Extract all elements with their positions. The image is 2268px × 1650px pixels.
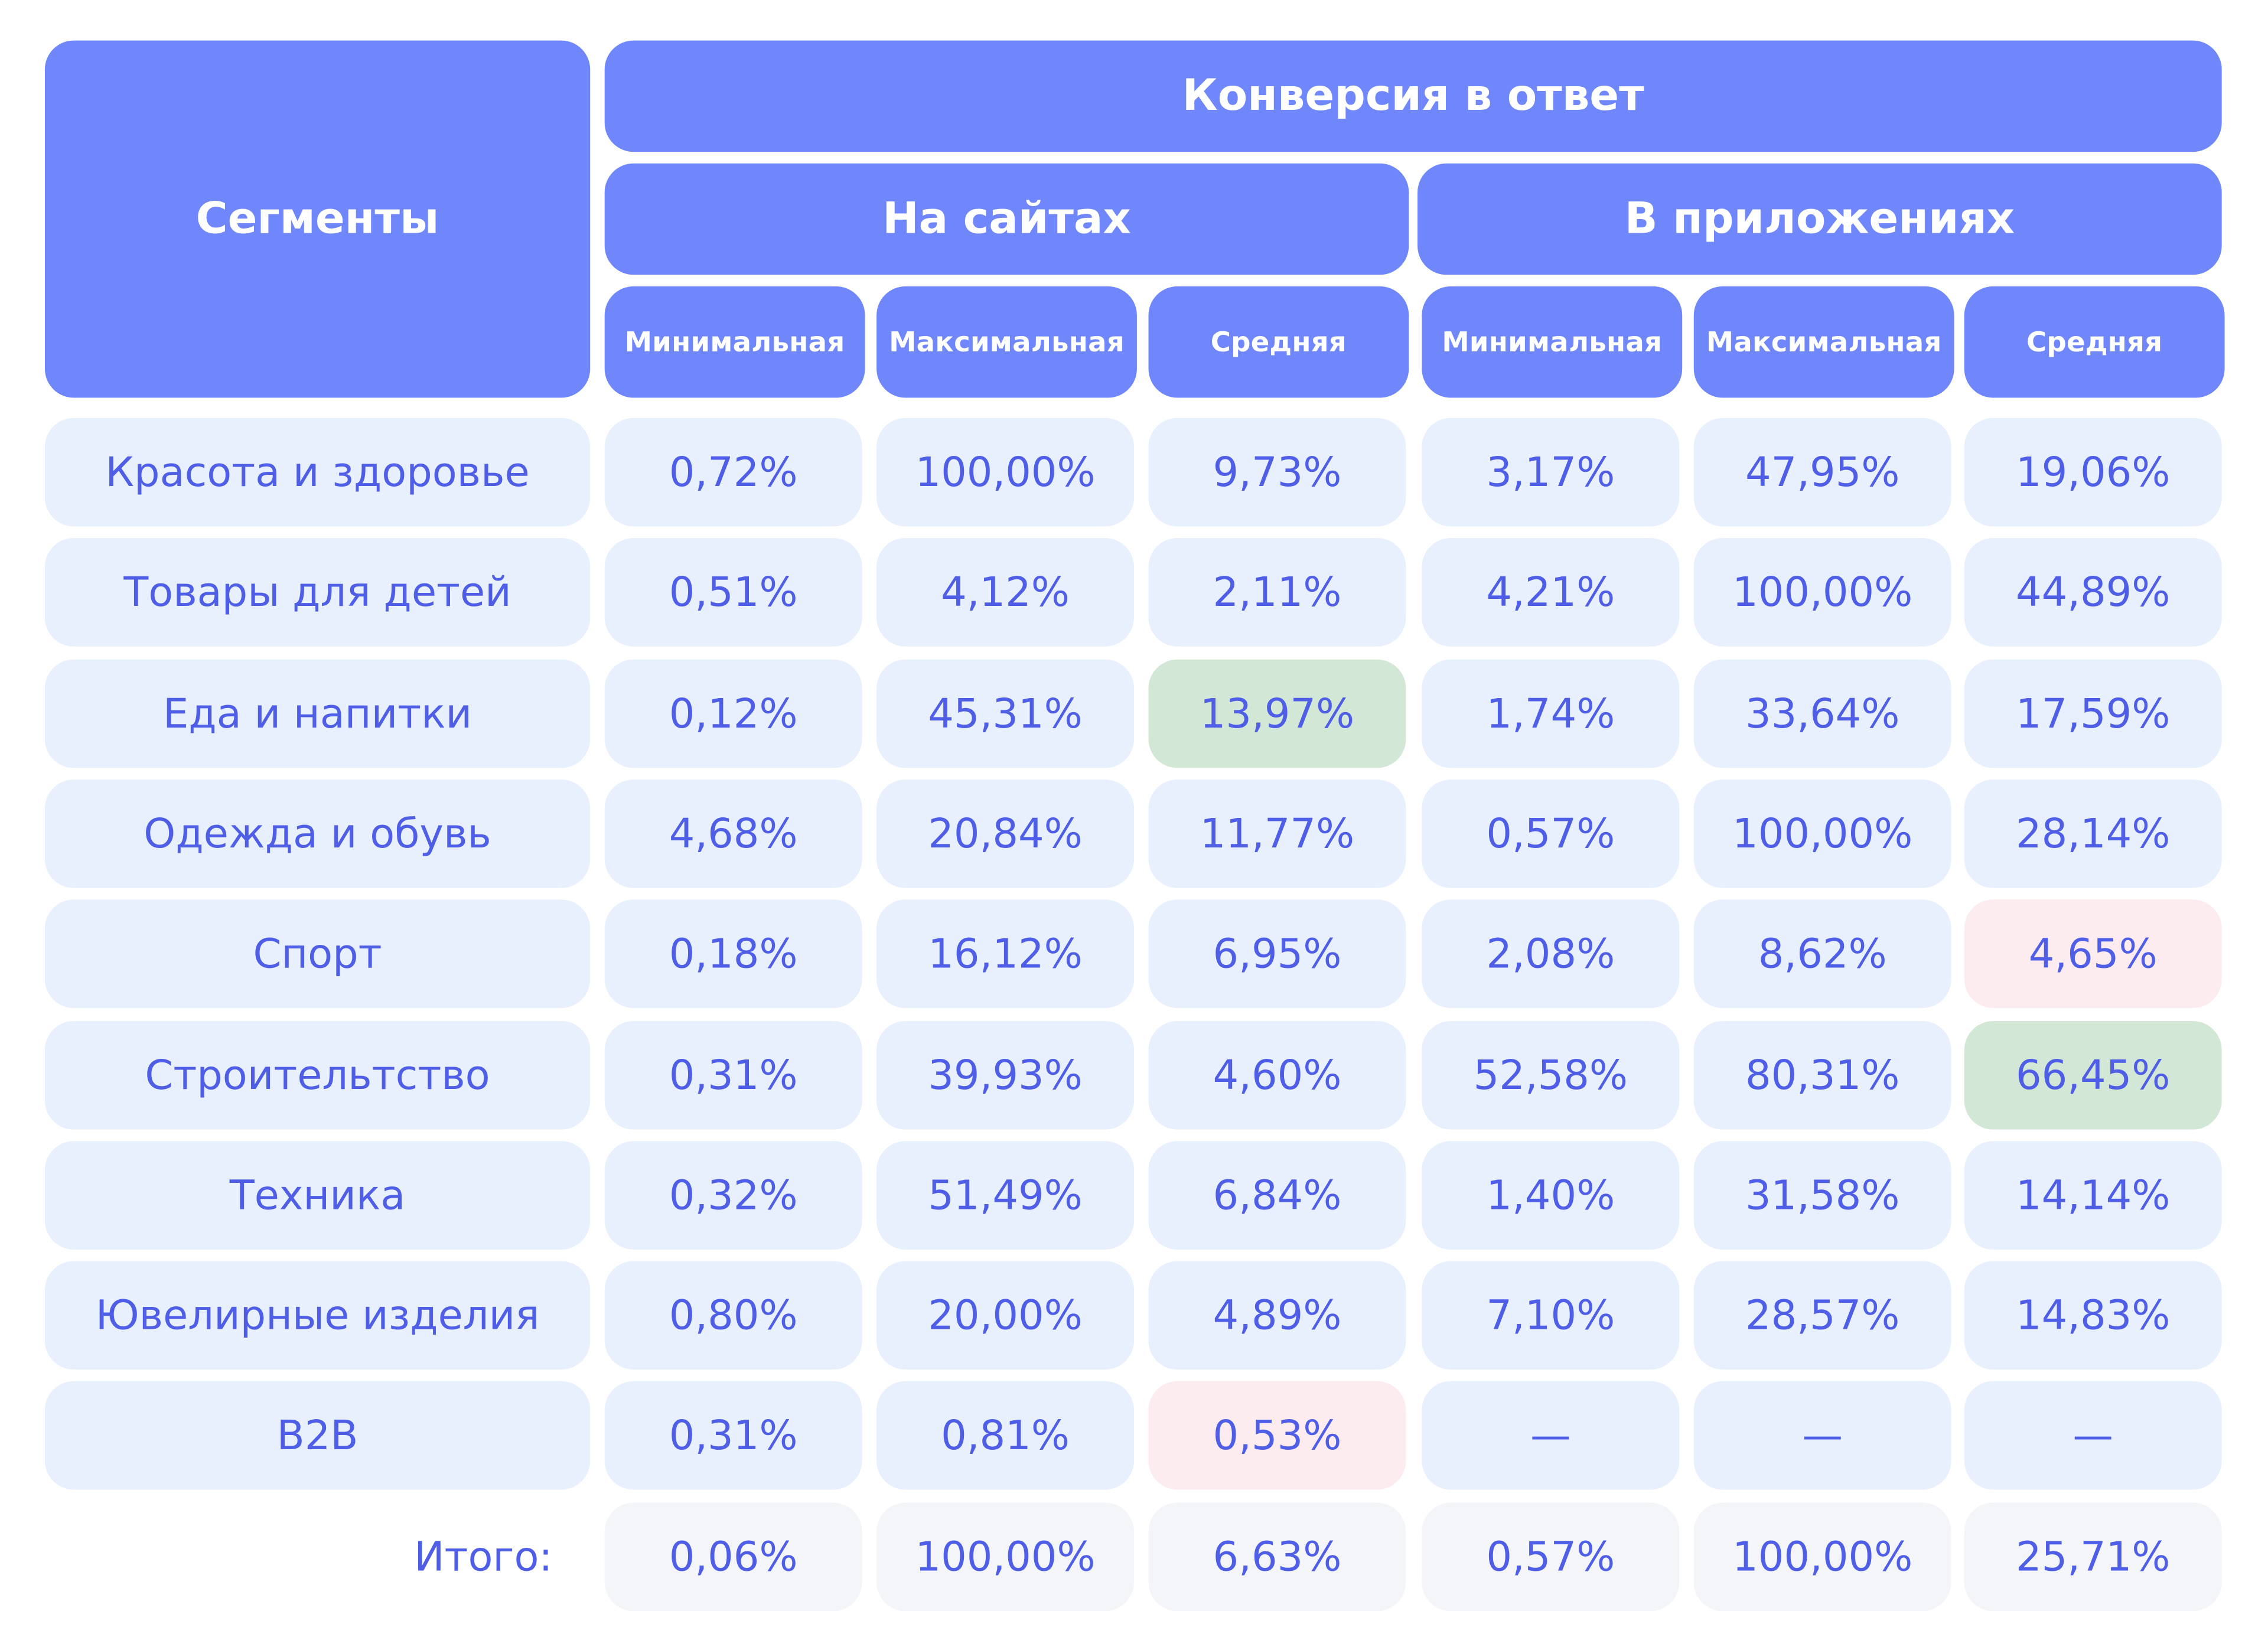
value-cell: 31,58% bbox=[1693, 1141, 1951, 1250]
value-cell: 11,77% bbox=[1148, 780, 1406, 888]
value-cell: 100,00% bbox=[1693, 538, 1951, 647]
value-cell: 4,12% bbox=[876, 538, 1135, 647]
value-cell: 13,97% bbox=[1148, 659, 1406, 768]
value-cell: 0,81% bbox=[876, 1381, 1135, 1490]
value-cell: 100,00% bbox=[876, 418, 1135, 527]
value-cell: 19,06% bbox=[1964, 418, 2222, 527]
total-value-cell: 100,00% bbox=[1693, 1502, 1951, 1612]
value-cell: 16,12% bbox=[876, 899, 1135, 1008]
total-label: Итого: bbox=[414, 1532, 553, 1581]
value-cell: 17,59% bbox=[1964, 659, 2222, 768]
segment-label: Красота и здоровье bbox=[44, 418, 591, 527]
segment-label: Одежда и обувь bbox=[44, 780, 591, 888]
value-cell: 45,31% bbox=[876, 659, 1135, 768]
value-cell: 33,64% bbox=[1693, 659, 1951, 768]
value-cell: 2,11% bbox=[1148, 538, 1406, 647]
value-cell: 44,89% bbox=[1964, 538, 2222, 647]
value-cell: 20,00% bbox=[876, 1261, 1135, 1370]
value-cell: 28,57% bbox=[1693, 1261, 1951, 1370]
segment-label: Спорт bbox=[44, 899, 591, 1008]
value-cell: 0,32% bbox=[604, 1141, 862, 1250]
value-cell: 0,18% bbox=[604, 899, 862, 1008]
value-cell: 0,53% bbox=[1148, 1381, 1406, 1490]
value-cell: 4,89% bbox=[1148, 1261, 1406, 1370]
value-cell: 4,21% bbox=[1422, 538, 1680, 647]
header-sites-max: Максимальная bbox=[876, 286, 1137, 398]
value-cell: 0,31% bbox=[604, 1020, 862, 1130]
value-cell: 7,10% bbox=[1422, 1261, 1680, 1370]
value-cell: 2,08% bbox=[1422, 899, 1680, 1008]
value-cell: 9,73% bbox=[1148, 418, 1406, 527]
total-value-cell: 0,57% bbox=[1422, 1502, 1680, 1612]
value-cell: 8,62% bbox=[1693, 899, 1951, 1008]
value-cell: 4,65% bbox=[1964, 899, 2222, 1008]
header-apps-avg: Средняя bbox=[1964, 286, 2225, 398]
header-apps: В приложениях bbox=[1418, 163, 2222, 275]
value-cell: 4,68% bbox=[604, 780, 862, 888]
segment-label: Ювелирные изделия bbox=[44, 1261, 591, 1370]
value-cell: 52,58% bbox=[1422, 1020, 1680, 1130]
value-cell: 1,74% bbox=[1422, 659, 1680, 768]
value-cell: 0,31% bbox=[604, 1381, 862, 1490]
value-cell: — bbox=[1422, 1381, 1680, 1490]
value-cell: — bbox=[1693, 1381, 1951, 1490]
value-cell: 0,51% bbox=[604, 538, 862, 647]
segment-label: Товары для детей bbox=[44, 538, 591, 647]
value-cell: 80,31% bbox=[1693, 1020, 1951, 1130]
total-value-cell: 6,63% bbox=[1148, 1502, 1406, 1612]
total-value-cell: 100,00% bbox=[876, 1502, 1135, 1612]
total-value-cell: 25,71% bbox=[1964, 1502, 2222, 1612]
value-cell: 28,14% bbox=[1964, 780, 2222, 888]
value-cell: 0,12% bbox=[604, 659, 862, 768]
value-cell: 66,45% bbox=[1964, 1020, 2222, 1130]
value-cell: 0,57% bbox=[1422, 780, 1680, 888]
header-sites-avg: Средняя bbox=[1148, 286, 1409, 398]
header-segments: Сегменты bbox=[44, 40, 591, 398]
value-cell: 100,00% bbox=[1693, 780, 1951, 888]
header-websites: На сайтах bbox=[604, 163, 1409, 275]
value-cell: 0,72% bbox=[604, 418, 862, 527]
value-cell: 47,95% bbox=[1693, 418, 1951, 527]
value-cell: 20,84% bbox=[876, 780, 1135, 888]
value-cell: 4,60% bbox=[1148, 1020, 1406, 1130]
value-cell: 3,17% bbox=[1422, 418, 1680, 527]
value-cell: 39,93% bbox=[876, 1020, 1135, 1130]
segment-label: Еда и напитки bbox=[44, 659, 591, 768]
header-conversion: Конверсия в ответ bbox=[604, 40, 2222, 152]
header-sites-min: Минимальная bbox=[604, 286, 865, 398]
value-cell: 1,40% bbox=[1422, 1141, 1680, 1250]
value-cell: — bbox=[1964, 1381, 2222, 1490]
header-apps-max: Максимальная bbox=[1693, 286, 1954, 398]
value-cell: 6,95% bbox=[1148, 899, 1406, 1008]
header-apps-min: Минимальная bbox=[1422, 286, 1683, 398]
segment-label: Строительтство bbox=[44, 1020, 591, 1130]
value-cell: 51,49% bbox=[876, 1141, 1135, 1250]
value-cell: 14,83% bbox=[1964, 1261, 2222, 1370]
segment-label: Техника bbox=[44, 1141, 591, 1250]
value-cell: 6,84% bbox=[1148, 1141, 1406, 1250]
total-value-cell: 0,06% bbox=[604, 1502, 862, 1612]
segment-label: B2B bbox=[44, 1381, 591, 1490]
value-cell: 0,80% bbox=[604, 1261, 862, 1370]
value-cell: 14,14% bbox=[1964, 1141, 2222, 1250]
